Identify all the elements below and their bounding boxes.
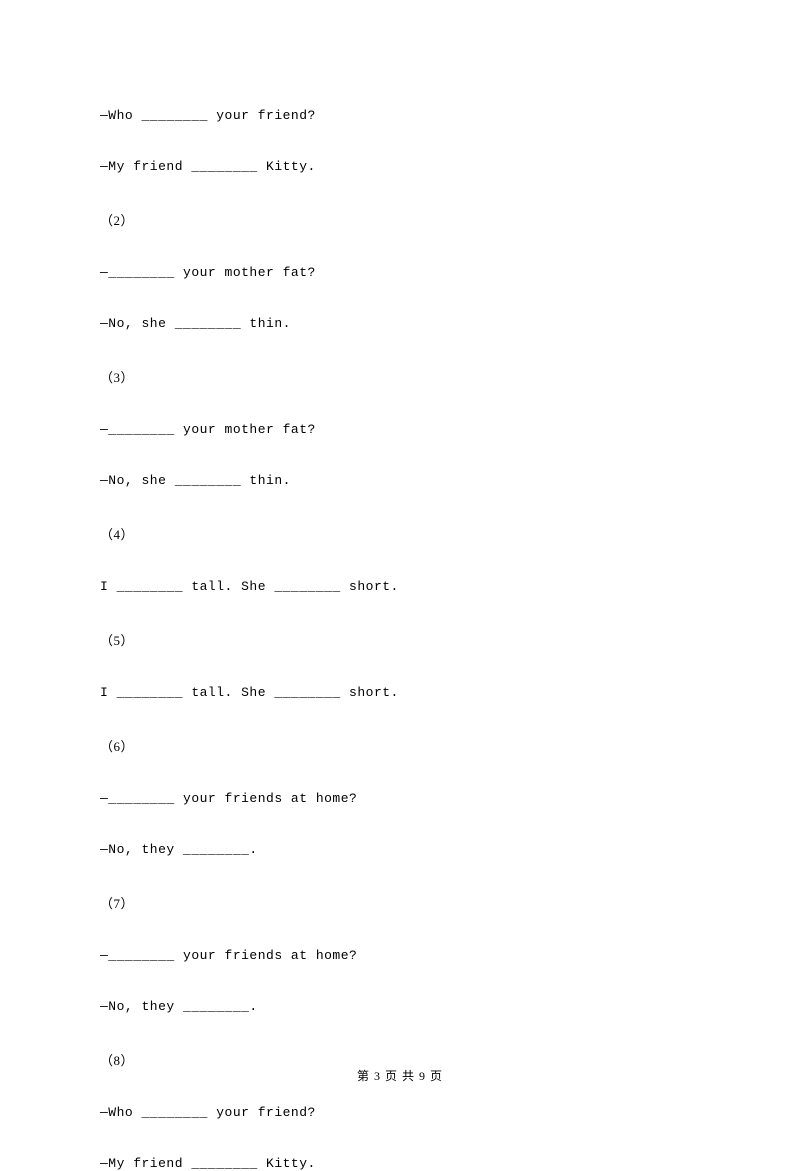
question-line: —________ your mother fat? — [100, 422, 700, 437]
question-line: —No, they ________. — [100, 842, 700, 857]
question-line: —Who ________ your friend? — [100, 108, 700, 123]
page-content: —Who ________ your friend? —My friend __… — [0, 0, 800, 1171]
question-line: I ________ tall. She ________ short. — [100, 579, 700, 594]
question-marker: （7） — [100, 893, 700, 912]
question-marker: （3） — [100, 367, 700, 386]
question-marker: （6） — [100, 736, 700, 755]
question-marker: （2） — [100, 210, 700, 229]
question-line: —My friend ________ Kitty. — [100, 1156, 700, 1171]
question-line: —No, she ________ thin. — [100, 316, 700, 331]
question-line: —My friend ________ Kitty. — [100, 159, 700, 174]
question-line: I ________ tall. She ________ short. — [100, 685, 700, 700]
question-line: —________ your mother fat? — [100, 265, 700, 280]
question-line: —Who ________ your friend? — [100, 1105, 700, 1120]
question-marker: （5） — [100, 630, 700, 649]
question-line: —________ your friends at home? — [100, 948, 700, 963]
question-line: —________ your friends at home? — [100, 791, 700, 806]
page-footer: 第 3 页 共 9 页 — [0, 1067, 800, 1084]
question-line: —No, they ________. — [100, 999, 700, 1014]
question-line: —No, she ________ thin. — [100, 473, 700, 488]
question-marker: （4） — [100, 524, 700, 543]
